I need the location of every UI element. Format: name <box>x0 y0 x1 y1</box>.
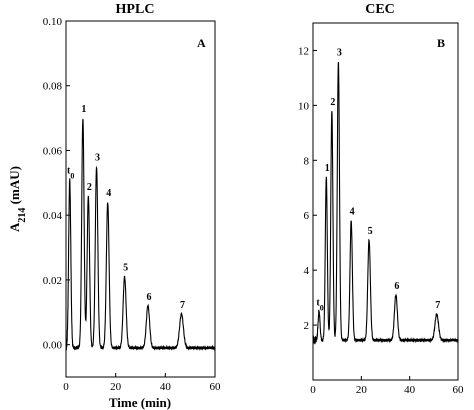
y-tick-label: 2 <box>304 320 310 332</box>
peak-label: 3 <box>95 153 100 164</box>
peak-label: 1 <box>325 163 330 174</box>
peak-label: t0 <box>67 166 74 181</box>
panel-label-b: B <box>437 36 445 50</box>
y-axis-label-unit: (mAU) <box>7 166 22 208</box>
y-tick-label: 0.08 <box>43 81 63 93</box>
plot-frame-cec <box>312 22 459 381</box>
peak-label: 2 <box>330 97 335 108</box>
peak-label: 6 <box>146 292 151 303</box>
peak-label: 7 <box>180 300 185 311</box>
trace-hplc <box>65 118 216 351</box>
x-tick-label: 0 <box>310 384 316 396</box>
y-tick-label: 12 <box>298 45 309 57</box>
trace-cec <box>312 61 459 345</box>
peak-label: 7 <box>435 300 440 311</box>
x-tick-label: 20 <box>110 381 122 393</box>
y-axis-label-hplc: A214 (mAU) <box>7 166 28 232</box>
x-tick-label: 20 <box>356 384 368 396</box>
y-tick-label: 10 <box>298 100 310 112</box>
peak-label: t0 <box>316 297 323 312</box>
y-tick-label: 0.00 <box>43 340 63 352</box>
peak-label: 5 <box>123 263 128 274</box>
y-tick-label: 0.06 <box>43 145 63 157</box>
y-tick-label: 4 <box>304 265 310 277</box>
chart-hplc: HPLC A 0 20 40 60 0.00 0.02 0.04 0.06 0.08 0.10 t… <box>7 2 221 410</box>
y-tick-label: 0.04 <box>43 210 63 222</box>
y-axis-label-main: A <box>7 222 22 232</box>
x-tick-label: 60 <box>453 384 465 396</box>
x-tick-label: 40 <box>404 384 416 396</box>
peak-label: 5 <box>368 226 373 237</box>
chart-title-hplc: HPLC <box>116 2 155 17</box>
y-tick-label: 8 <box>304 155 310 167</box>
peak-label: 1 <box>81 104 86 115</box>
peak-label: 2 <box>87 182 92 193</box>
x-tick-label: 0 <box>63 381 69 393</box>
y-tick-label: 6 <box>304 210 310 222</box>
peak-labels-cec: t0 1 2 3 4 5 6 7 <box>316 47 440 311</box>
x-tick-label: 60 <box>210 381 222 393</box>
plot-frame-hplc <box>65 20 216 378</box>
peak-label: 4 <box>106 188 111 199</box>
x-tick-label: 40 <box>160 381 172 393</box>
y-tick-label: 0.02 <box>43 275 62 287</box>
chart-title-cec: CEC <box>365 2 395 17</box>
peak-label: 3 <box>337 47 342 58</box>
x-axis-label-hplc: Time (min) <box>109 395 171 410</box>
y-axis-label-subscript: 214 <box>17 208 28 223</box>
peak-labels-hplc: t0 1 2 3 4 5 6 7 <box>67 104 185 311</box>
y-tick-label: 0.10 <box>43 16 63 28</box>
axes-hplc: 0 20 40 60 0.00 0.02 0.04 0.06 0.08 0.10 <box>43 16 221 393</box>
peak-label: 6 <box>394 281 399 292</box>
peak-label: 4 <box>350 207 355 218</box>
panel-label-a: A <box>197 36 206 50</box>
